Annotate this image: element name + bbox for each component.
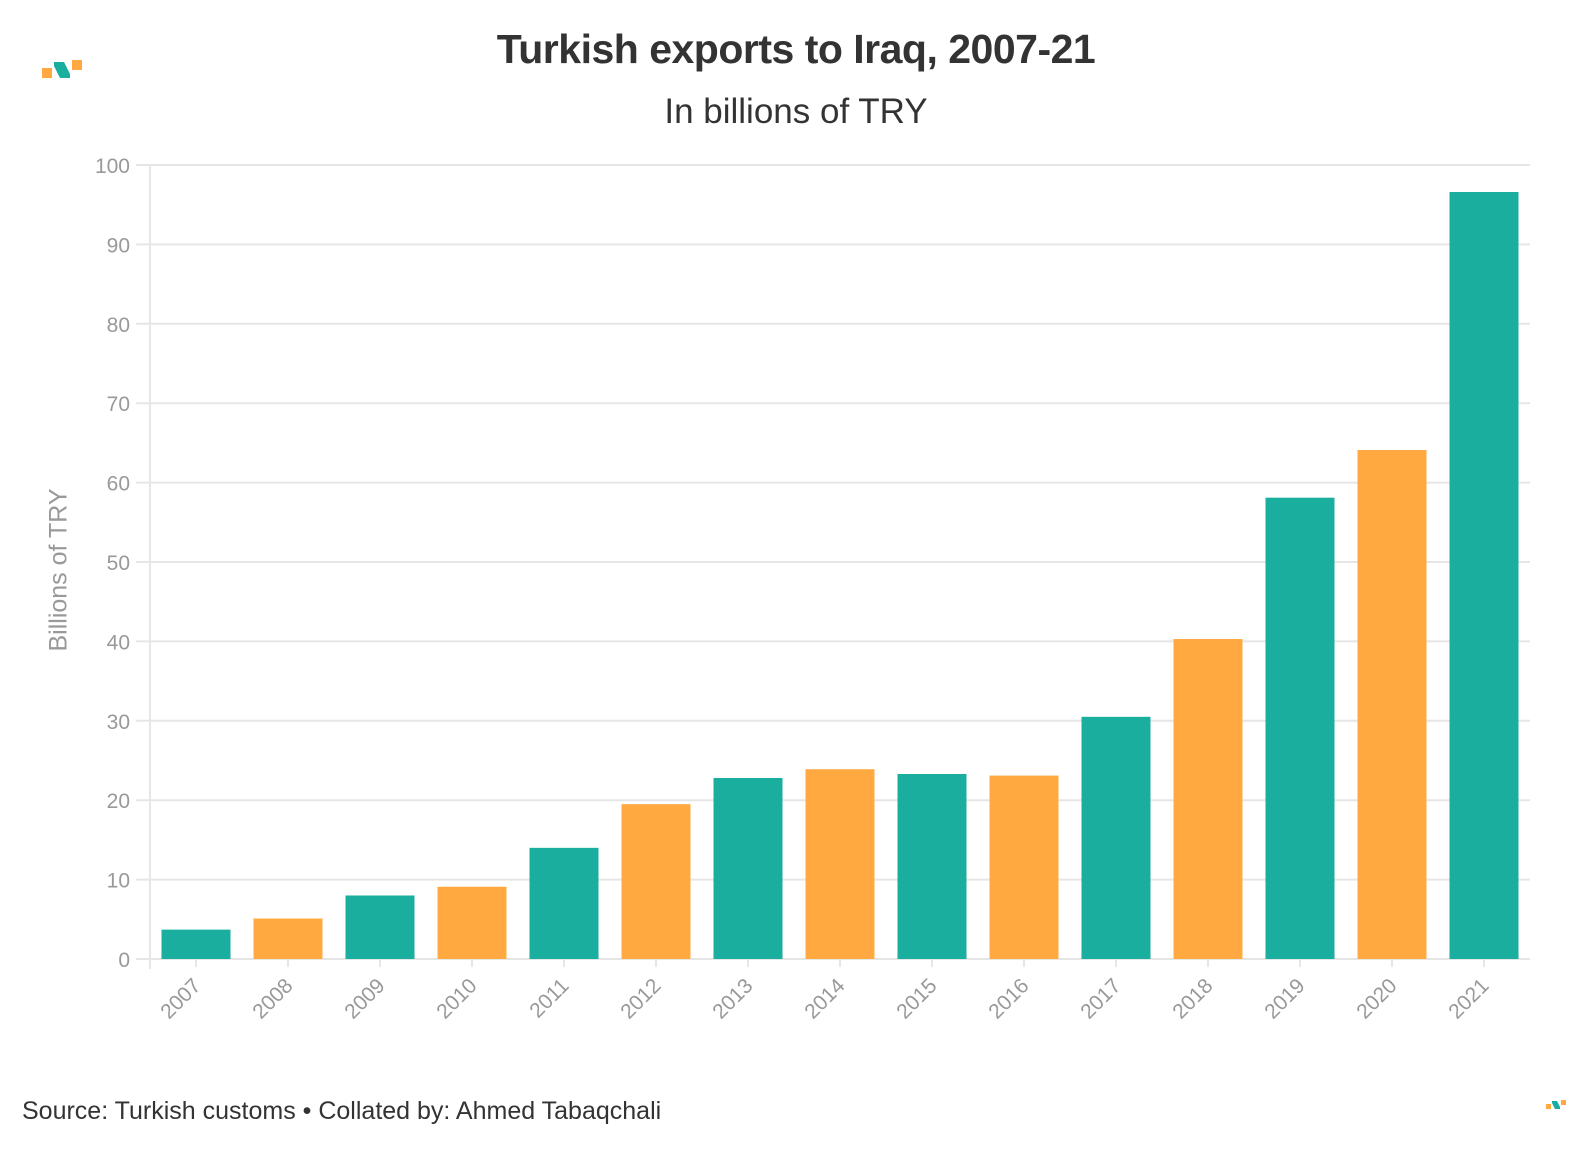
chart-subtitle: In billions of TRY [664, 92, 928, 131]
x-tick-label: 2015 [892, 974, 941, 1023]
bar-2018 [1173, 639, 1243, 959]
x-tick-label: 2009 [340, 974, 389, 1023]
bar-2009 [345, 895, 415, 959]
y-tick-label: 0 [118, 949, 130, 972]
bar-2016 [989, 775, 1059, 959]
x-tick-label: 2021 [1444, 974, 1493, 1023]
x-tick-label: 2018 [1168, 974, 1217, 1023]
y-tick-label: 50 [107, 552, 130, 575]
y-tick-labels: 0 10 20 30 40 50 60 70 80 90 100 [95, 155, 130, 972]
x-tick-label: 2010 [432, 974, 481, 1023]
x-tick-labels: 2007 2008 2009 2010 2011 2012 2013 2014 2015 2016… [156, 959, 1494, 1024]
x-tick-label: 2016 [984, 974, 1033, 1023]
x-tick-label: 2007 [156, 974, 205, 1023]
y-tick-label: 80 [107, 314, 130, 337]
bar-2010 [437, 886, 507, 959]
bar-2015 [897, 773, 967, 959]
y-tick-label: 20 [107, 790, 130, 813]
bar-2013 [713, 777, 783, 959]
bar-2020 [1357, 450, 1427, 959]
y-tick-label: 60 [107, 473, 130, 496]
y-tick-label: 100 [95, 155, 130, 178]
bar-2012 [621, 804, 691, 959]
chart-title: Turkish exports to Iraq, 2007-21 [496, 26, 1096, 72]
bar-2007 [161, 929, 231, 959]
y-tick-label: 40 [107, 631, 130, 654]
bar-2019 [1265, 497, 1335, 959]
x-tick-label: 2013 [708, 974, 757, 1023]
bar-2014 [805, 769, 875, 959]
y-tick-label: 70 [107, 393, 130, 416]
source-footer: Source: Turkish customs • Collated by: A… [22, 1097, 662, 1125]
bar-2021 [1449, 191, 1519, 960]
x-tick-label: 2019 [1260, 974, 1309, 1023]
y-tick-label: 10 [107, 870, 130, 893]
bars [161, 191, 1519, 960]
x-tick-label: 2008 [248, 974, 297, 1023]
x-tick-label: 2017 [1076, 974, 1125, 1023]
x-tick-label: 2012 [616, 974, 665, 1023]
x-tick-label: 2020 [1352, 974, 1401, 1023]
brand-logo-icon [42, 60, 82, 78]
brand-logo-small-icon [1546, 1100, 1566, 1109]
bar-2011 [529, 847, 599, 959]
bar-2017 [1081, 716, 1151, 959]
x-tick-label: 2011 [525, 974, 573, 1022]
bar-2008 [253, 918, 323, 959]
y-tick-label: 30 [107, 711, 130, 734]
y-tick-label: 90 [107, 234, 130, 257]
x-tick-label: 2014 [800, 974, 850, 1024]
